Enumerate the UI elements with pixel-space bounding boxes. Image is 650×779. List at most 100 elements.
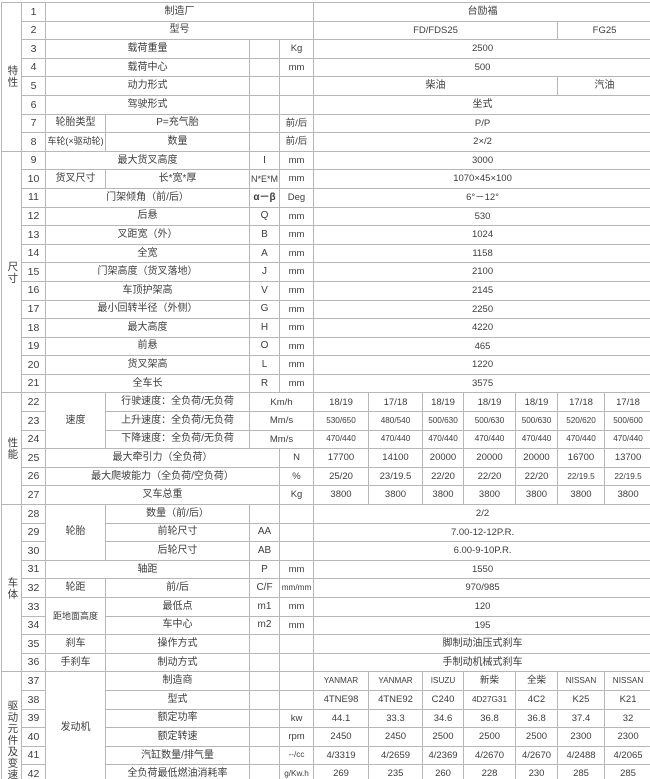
row-label: 最大牵引力（全负荷）	[45, 448, 280, 468]
cell-value: 470/440	[313, 429, 369, 450]
table-row: 36 手刹车 制动方式 手制动机械式刹车	[2, 652, 650, 673]
row-label: 前轮尺寸	[105, 522, 250, 543]
row-unit: 前/后	[279, 132, 314, 152]
cell-value: 22/20	[515, 466, 558, 487]
row-value: 1220	[312, 355, 650, 375]
cell-value: 520/620	[557, 411, 605, 431]
cell-value: YANMAR	[368, 671, 423, 691]
cell-value: 17700	[313, 448, 369, 468]
row-index: 38	[21, 689, 46, 710]
row-symbol	[249, 57, 280, 78]
cell-value: 269	[313, 764, 369, 779]
table-row: 39 额定功率 kw 44.1 33.3 34.6 36.8 36.8 37.4…	[2, 708, 650, 729]
row-symbol: J	[249, 262, 280, 282]
row-unit	[279, 689, 314, 710]
row-unit: mm	[279, 373, 314, 394]
speed-group-label: 速度	[45, 392, 106, 450]
cell-value: 20000	[515, 448, 558, 468]
row-index: 8	[21, 132, 46, 152]
cell-value: 2450	[313, 727, 369, 747]
row-label: 下降速度：全负荷/无负荷	[105, 429, 250, 450]
row-label: 轴距	[45, 559, 250, 580]
table-row: 16 车顶护架高 V mm 2145	[2, 280, 650, 301]
cell-value: 2500	[515, 727, 558, 747]
cell-value: 4D27G31	[463, 689, 516, 710]
row-label: 驾驶形式	[45, 94, 250, 115]
row-symbol	[249, 727, 280, 747]
row-unit: kw	[279, 708, 314, 729]
row-index: 22	[21, 392, 46, 413]
row-value: 手制动机械式刹车	[312, 652, 650, 673]
cell-value: 480/540	[368, 411, 423, 431]
row-label: 额定功率	[105, 708, 250, 729]
row-index: 26	[21, 466, 46, 487]
row-unit: rpm	[279, 727, 314, 747]
cell-value: 470/440	[368, 429, 423, 450]
row-unit	[279, 671, 314, 691]
cell-value: 全柴	[515, 671, 558, 691]
row-symbol: AA	[249, 522, 280, 543]
section-label-performance: 性能	[1, 392, 22, 506]
row-symbol: A	[249, 243, 280, 264]
row-index: 41	[21, 745, 46, 766]
row-index: 15	[21, 262, 46, 282]
row-value: 2145	[312, 280, 650, 301]
table-row: 特性 1 制造厂 台励福	[1, 2, 650, 152]
row-symbol: H	[249, 318, 280, 338]
cell-value: 500/630	[463, 411, 516, 431]
row-index: 25	[21, 448, 46, 468]
row-index: 34	[21, 615, 46, 636]
row-index: 20	[21, 355, 46, 375]
row-index: 6	[21, 94, 46, 115]
table-row: 2 型号 FD/FDS25 FG25	[2, 20, 650, 41]
section-label-dimensions: 尺寸	[1, 150, 22, 394]
tire-group-label: 轮胎	[45, 504, 106, 561]
row-symbol: B	[249, 225, 280, 245]
row-label: 最低点	[105, 597, 250, 617]
handbrake-group-label: 手刹车	[45, 652, 106, 673]
row-value-gasoline: FG25	[556, 20, 650, 41]
row-unit: mm	[279, 615, 314, 636]
row-symbol	[249, 39, 280, 59]
row-index: 14	[21, 243, 46, 264]
row-label: 车中心	[105, 615, 250, 636]
cell-value: 18/19	[313, 392, 369, 413]
cell-value: 33.3	[368, 708, 423, 729]
cell-value: 23/19.5	[368, 466, 423, 487]
table-row: 42 全负荷最低燃油消耗率 g/Kw.h 269 235 260 228 230…	[2, 764, 650, 779]
row-index: 18	[21, 318, 46, 338]
row-value: 脚制动油压式刹车	[312, 634, 650, 654]
row-label: 后轮尺寸	[105, 541, 250, 561]
row-symbol: I	[249, 150, 280, 171]
row-index: 31	[21, 559, 46, 580]
row-symbol	[249, 671, 280, 691]
row-sublabel: 长*宽*厚	[105, 169, 250, 189]
row-value: 2500	[312, 39, 650, 59]
row-unit: mm	[279, 299, 314, 320]
cell-value: 22/19.5	[603, 466, 650, 487]
row-value: 6.00-9-10P.R.	[312, 541, 650, 561]
row-value: 台励福	[312, 2, 650, 22]
table-row: 6 驾驶形式 坐式	[2, 94, 650, 115]
row-value: 1158	[312, 243, 650, 264]
cell-value: 530/650	[313, 411, 369, 431]
cell-value: 3800	[422, 485, 464, 506]
table-row: 4 载荷中心 mm 500	[2, 57, 650, 78]
cell-value: 4/2670	[515, 745, 558, 766]
row-index: 2	[21, 20, 46, 41]
row-value: 2100	[312, 262, 650, 282]
row-value: 4220	[312, 318, 650, 338]
cell-value: 18/19	[422, 392, 464, 413]
row-index: 24	[21, 429, 46, 450]
cell-value: 2300	[557, 727, 605, 747]
cell-value: 44.1	[313, 708, 369, 729]
row-unit: 前/后	[279, 113, 314, 134]
table-row: 7 轮胎类型 P=充气胎 前/后 P/P	[2, 113, 650, 134]
row-symbol	[249, 634, 280, 654]
row-symbol: L	[249, 355, 280, 375]
row-symbol	[249, 708, 280, 729]
row-unit	[279, 652, 314, 673]
row-label: 载荷中心	[45, 57, 250, 78]
row-index: 36	[21, 652, 46, 673]
